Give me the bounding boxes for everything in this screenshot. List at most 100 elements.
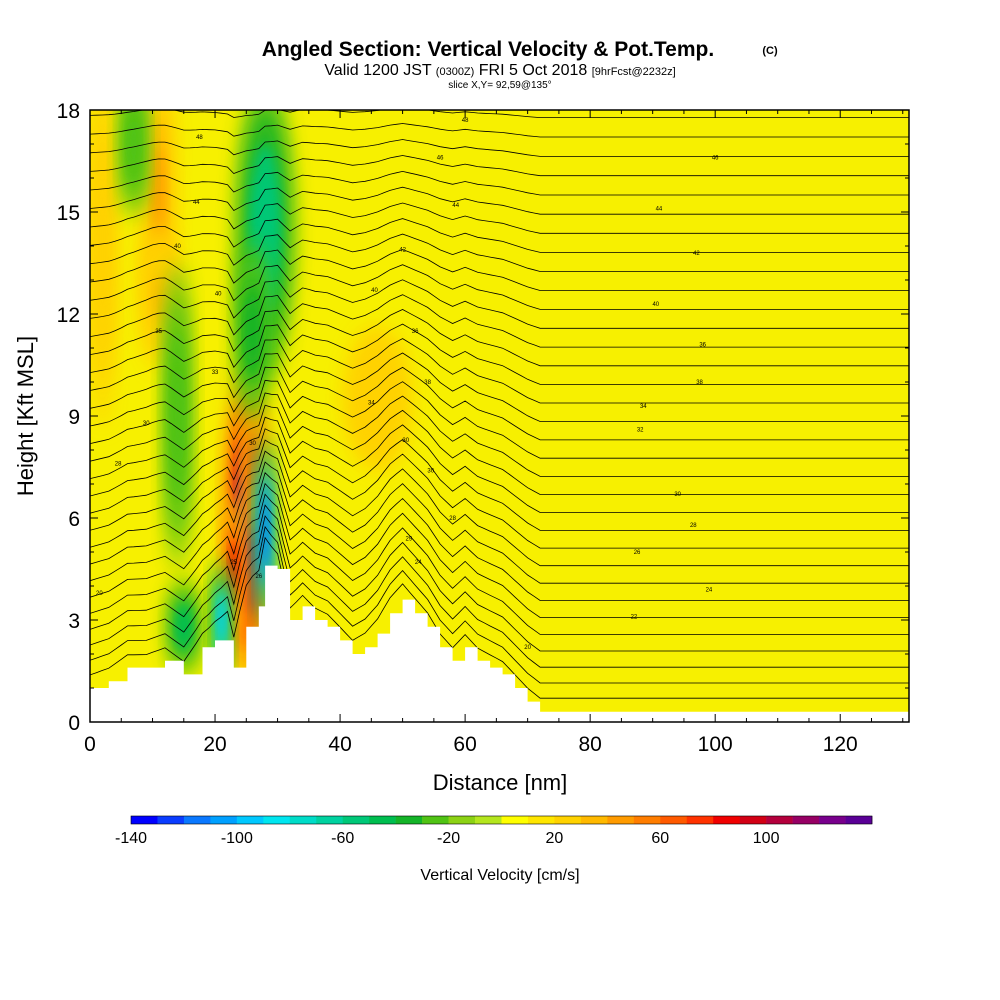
isentrope-line xyxy=(90,515,909,668)
isentrope-line xyxy=(90,392,909,477)
colorbar-swatch xyxy=(607,816,635,824)
x-tick-label: 20 xyxy=(203,733,226,756)
isentrope-label: 24 xyxy=(706,587,713,593)
downdraft-core xyxy=(129,119,139,169)
downdraft-core xyxy=(246,300,259,362)
x-tick-label: 40 xyxy=(328,733,351,756)
colorbar-tick-label: -140 xyxy=(115,830,147,847)
downdraft-core xyxy=(218,599,225,641)
colorbar-swatch xyxy=(395,816,423,824)
downdraft-core xyxy=(173,365,183,467)
isentrope-label: 22 xyxy=(631,615,638,621)
isentrope-line xyxy=(90,279,909,329)
isentrope-line xyxy=(90,472,909,601)
isentrope-label: 36 xyxy=(699,343,706,349)
isentrope-label: 30 xyxy=(674,492,681,498)
x-tick-label: 0 xyxy=(84,733,96,756)
colorbar-swatch xyxy=(845,816,873,824)
colorbar-swatch xyxy=(422,816,449,824)
subtitle-date: FRI 5 Oct 2018 xyxy=(479,62,588,79)
isentrope-line xyxy=(90,404,909,495)
isentrope-line xyxy=(90,155,909,177)
colorbar-swatch xyxy=(792,816,820,824)
x-tick-label: 100 xyxy=(698,733,733,756)
chart-title: Angled Section: Vertical Velocity & Pot.… xyxy=(262,38,714,61)
isentrope-label: 40 xyxy=(652,302,659,308)
colorbar-tick-label: -100 xyxy=(221,830,253,847)
isentrope-line xyxy=(90,123,909,138)
isentrope-line xyxy=(90,450,909,567)
isentrope-label: 30 xyxy=(143,421,150,427)
isentrope-label: 46 xyxy=(712,156,719,162)
y-tick-label: 0 xyxy=(68,712,80,735)
colorbar-swatch xyxy=(210,816,238,824)
colorbar-swatch xyxy=(289,816,317,824)
colorbar-tick-label: 60 xyxy=(651,830,669,847)
colorbar-swatch xyxy=(316,816,344,824)
colorbar-frame xyxy=(130,815,873,825)
colorbar-swatch xyxy=(263,816,291,824)
y-tick-label: 12 xyxy=(57,304,80,327)
subtitle-prefix: Valid 1200 JST xyxy=(324,62,432,79)
isentrope-line xyxy=(90,493,909,635)
isentrope-line xyxy=(90,186,909,215)
isentrope-line xyxy=(90,536,909,699)
updraft-core xyxy=(98,184,108,308)
isentrope-line xyxy=(90,366,909,441)
isentrope-label: 44 xyxy=(656,207,663,213)
y-tick-label: 18 xyxy=(57,100,80,123)
isentrope-label: 32 xyxy=(637,428,644,434)
isentrope-line xyxy=(90,416,909,513)
colorbar-swatch xyxy=(369,816,396,824)
isentrope-label: 28 xyxy=(449,516,456,522)
isentrope-lines xyxy=(90,110,909,699)
isentrope-label: 34 xyxy=(368,400,375,406)
updraft-core xyxy=(366,374,389,424)
isentrope-line xyxy=(90,202,909,234)
slice-info: slice X,Y= 92,59@135° xyxy=(448,80,551,91)
colorbar-tick-label: 100 xyxy=(753,830,780,847)
isentrope-label: 20 xyxy=(96,591,103,597)
isentrope-label: 20 xyxy=(524,645,531,651)
isentrope-label: 38 xyxy=(424,380,431,386)
updraft-core xyxy=(249,442,256,492)
downdraft-core xyxy=(262,498,269,565)
y-tick-label: 15 xyxy=(57,202,80,225)
isentrope-label: 46 xyxy=(437,156,444,162)
colorbar-swatch xyxy=(342,816,370,824)
isentrope-labels: 20 28 30 35 40 44 48 33 40 25 30 26 34 40 42 30 29 36 24 38… xyxy=(96,118,719,651)
isentrope-line xyxy=(90,309,909,367)
colorbar-swatch xyxy=(713,816,740,824)
x-tick-label: 60 xyxy=(453,733,476,756)
colorbar-swatch xyxy=(448,816,476,824)
isentrope-line xyxy=(90,249,909,291)
colorbar-swatch xyxy=(157,816,185,824)
isentrope-label: 28 xyxy=(690,523,697,529)
colorbar-swatch xyxy=(819,816,846,824)
y-axis-label: Height [Kft MSL] xyxy=(13,336,38,496)
isentrope-line xyxy=(90,439,909,549)
x-tick-label: 80 xyxy=(578,733,601,756)
chart-subtitle: Valid 1200 JST (0300Z) FRI 5 Oct 2018 [9… xyxy=(324,62,675,79)
isentrope-label: 42 xyxy=(399,247,406,253)
updraft-core xyxy=(152,272,165,322)
isentrope-line xyxy=(90,323,909,385)
isentrope-label: 42 xyxy=(693,251,700,257)
isentrope-line xyxy=(90,338,909,404)
isentrope-line xyxy=(90,218,909,253)
isentrope-label: 30 xyxy=(427,468,434,474)
velocity-field xyxy=(90,110,412,684)
colorbar-swatch xyxy=(660,816,688,824)
isentrope-label: 28 xyxy=(115,462,122,468)
isentrope-line xyxy=(90,379,909,459)
isentrope-line xyxy=(90,233,909,272)
isentrope-label: 48 xyxy=(196,135,203,141)
isentrope-label: 33 xyxy=(212,370,219,376)
colorbar-tick-label: 20 xyxy=(546,830,564,847)
x-tick-label: 120 xyxy=(823,733,858,756)
isentrope-label: 25 xyxy=(230,560,237,566)
colorbar-swatch xyxy=(501,816,529,824)
colorbar-swatch xyxy=(475,816,502,824)
isentrope-label: 30 xyxy=(402,438,409,444)
isentrope-line xyxy=(90,428,909,531)
